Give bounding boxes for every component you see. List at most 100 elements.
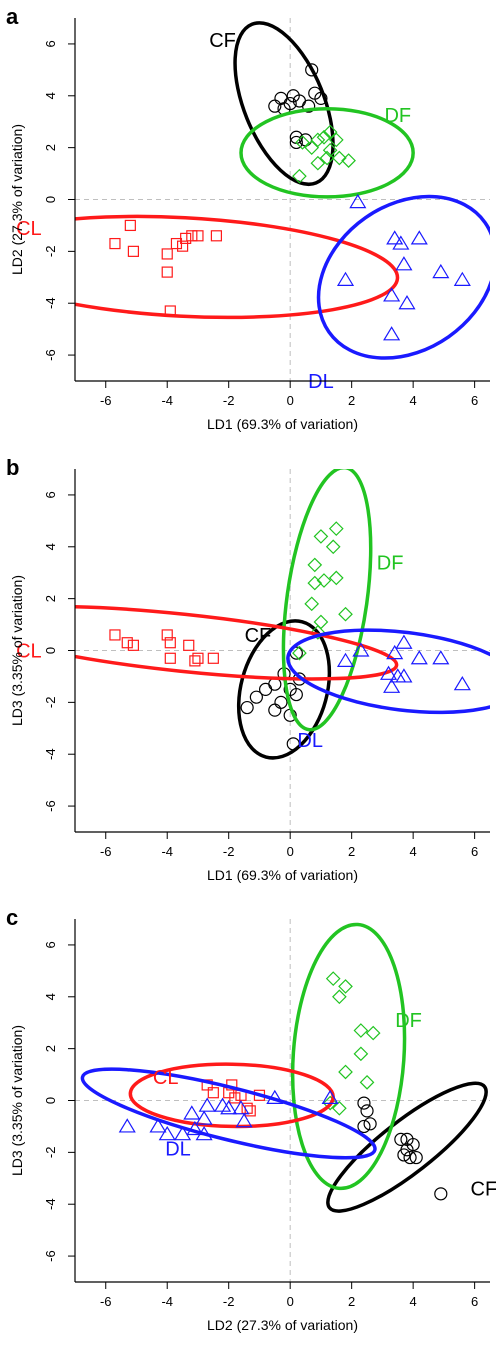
point-dl bbox=[195, 1110, 213, 1125]
x-tick-label: 0 bbox=[287, 844, 294, 859]
point-dl bbox=[453, 676, 471, 691]
point-dl bbox=[235, 1113, 253, 1128]
y-tick-label: -2 bbox=[43, 246, 58, 258]
point-cl bbox=[229, 1092, 241, 1104]
point-dl bbox=[183, 1105, 201, 1120]
x-tick-label: -2 bbox=[223, 393, 235, 408]
x-tick-label: 6 bbox=[471, 1294, 478, 1309]
point-cl bbox=[189, 655, 201, 667]
point-cf bbox=[240, 700, 254, 715]
point-df bbox=[292, 645, 307, 661]
point-dl bbox=[386, 644, 404, 660]
point-df bbox=[353, 1023, 369, 1038]
point-df bbox=[310, 625, 326, 640]
point-cl bbox=[201, 1079, 213, 1091]
y-tick-label: 4 bbox=[43, 993, 58, 1000]
ellipse-dl bbox=[316, 194, 490, 360]
x-tick-label: 0 bbox=[287, 393, 294, 408]
point-dl bbox=[198, 1097, 216, 1112]
point-cl bbox=[124, 219, 136, 232]
group-label-cf: CF bbox=[245, 625, 272, 647]
group-label-df: DF bbox=[377, 552, 404, 574]
y-tick-label: 2 bbox=[43, 1045, 58, 1052]
point-cf bbox=[274, 695, 288, 709]
point-cl bbox=[164, 652, 176, 664]
x-tick-label: 6 bbox=[471, 844, 478, 859]
point-dl bbox=[383, 678, 401, 693]
point-cl bbox=[164, 637, 176, 649]
point-dl bbox=[398, 295, 416, 310]
point-dl bbox=[220, 1100, 238, 1115]
point-dl bbox=[336, 652, 355, 667]
point-cl bbox=[164, 305, 176, 317]
point-cl bbox=[186, 230, 198, 242]
point-cf bbox=[268, 703, 282, 717]
point-cf bbox=[289, 135, 303, 150]
point-dl bbox=[432, 650, 450, 665]
point-dl bbox=[174, 1126, 192, 1141]
point-cf bbox=[434, 1187, 448, 1201]
ellipse-df bbox=[239, 107, 415, 199]
y-tick-label: -2 bbox=[43, 1147, 58, 1159]
y-tick-label: 6 bbox=[43, 40, 58, 47]
point-dl bbox=[410, 230, 428, 245]
point-df bbox=[322, 1095, 338, 1111]
point-df bbox=[307, 557, 323, 573]
point-cl bbox=[207, 652, 219, 664]
y-tick-label: 4 bbox=[43, 543, 58, 550]
y-tick-label: -6 bbox=[43, 1250, 58, 1262]
point-df bbox=[322, 142, 338, 158]
point-df bbox=[310, 132, 326, 148]
y-tick-label: -4 bbox=[43, 297, 58, 309]
group-label-dl: DL bbox=[308, 371, 334, 393]
group-label-df: DF bbox=[395, 1010, 422, 1032]
point-df bbox=[353, 1046, 369, 1062]
point-df bbox=[328, 521, 344, 536]
x-tick-label: 2 bbox=[348, 393, 355, 408]
group-label-df: DF bbox=[384, 105, 411, 127]
ellipse-cf bbox=[326, 1081, 488, 1213]
x-tick-label: 2 bbox=[348, 1294, 355, 1309]
point-dl bbox=[232, 1100, 250, 1115]
y-tick-label: 4 bbox=[43, 92, 58, 99]
point-df bbox=[295, 135, 310, 150]
y-tick-label: 6 bbox=[43, 941, 58, 948]
point-df bbox=[338, 979, 353, 994]
y-tick-label: 2 bbox=[43, 144, 58, 151]
point-cl bbox=[109, 237, 121, 250]
point-cl bbox=[183, 639, 195, 651]
point-df bbox=[325, 971, 341, 986]
x-axis-label: LD2 (27.3% of variation) bbox=[207, 1317, 358, 1333]
x-tick-label: -4 bbox=[161, 844, 173, 859]
point-dl bbox=[336, 271, 355, 286]
point-cf bbox=[258, 682, 273, 696]
y-tick-label: -6 bbox=[43, 800, 58, 812]
point-dl bbox=[349, 193, 367, 209]
point-dl bbox=[149, 1118, 167, 1133]
x-tick-label: -4 bbox=[161, 393, 173, 408]
point-df bbox=[304, 596, 320, 612]
point-cl bbox=[210, 230, 223, 242]
y-tick-label: 0 bbox=[43, 196, 58, 203]
x-tick-label: 4 bbox=[410, 393, 417, 408]
group-label-cl: CL bbox=[153, 1067, 179, 1089]
point-df bbox=[313, 529, 329, 544]
point-cf bbox=[360, 1104, 374, 1118]
ellipse-df bbox=[281, 469, 373, 732]
point-df bbox=[304, 140, 320, 155]
group-label-dl: DL bbox=[297, 730, 323, 752]
point-df bbox=[307, 575, 323, 591]
ellipse-dl bbox=[286, 628, 490, 715]
point-df bbox=[332, 989, 347, 1005]
y-tick-label: -6 bbox=[43, 349, 58, 361]
point-cl bbox=[127, 639, 140, 651]
point-dl bbox=[266, 1089, 284, 1105]
point-dl bbox=[352, 642, 370, 657]
point-cf bbox=[357, 1119, 371, 1134]
point-cl bbox=[192, 652, 204, 664]
y-axis-label: LD2 (27.3% of variation) bbox=[9, 124, 25, 275]
point-dl bbox=[383, 287, 401, 302]
point-dl bbox=[395, 256, 413, 271]
point-cl bbox=[192, 230, 204, 242]
point-df bbox=[338, 606, 353, 622]
